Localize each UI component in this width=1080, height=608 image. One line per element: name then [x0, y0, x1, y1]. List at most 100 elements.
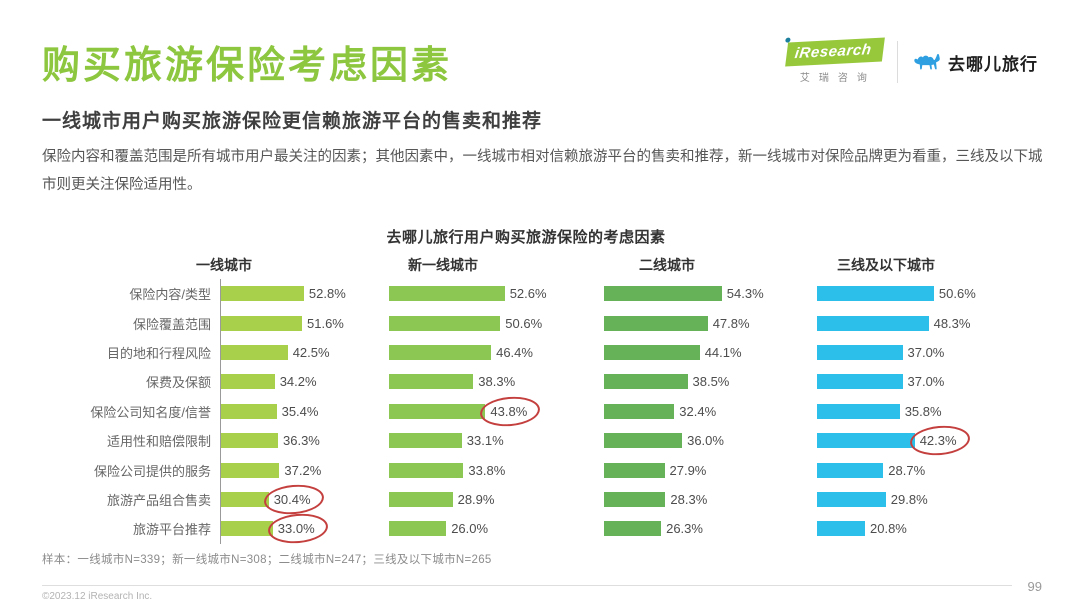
- value-label: 42.3%: [908, 423, 971, 458]
- chart-row: 旅游平台推荐 33.0% 26.0% 26.3% 20.8%: [42, 511, 1010, 546]
- bar-cell: 20.8%: [817, 514, 1010, 543]
- iresearch-logo: iResearch 艾瑞咨询: [784, 37, 885, 84]
- bar: [604, 403, 675, 419]
- bar: [389, 374, 474, 390]
- bar: [221, 403, 277, 419]
- bar-cell: 35.4%: [220, 396, 389, 426]
- chart-group-header: 新一线城市: [408, 257, 478, 273]
- value-label: 33.0%: [266, 511, 329, 546]
- bar-cell: 54.3%: [604, 279, 817, 308]
- bar-cell: 35.8%: [817, 397, 1010, 426]
- bar-cell: 37.0%: [817, 367, 1010, 396]
- bar-cell: 28.7%: [817, 455, 1010, 484]
- category-label: 保险内容/类型: [129, 287, 211, 303]
- value-label: 34.2%: [279, 374, 317, 390]
- bar-cell: 44.1%: [604, 338, 817, 367]
- bar-cell: 37.2%: [220, 455, 389, 485]
- bar: [389, 286, 505, 302]
- chart-group-header: 三线及以下城市: [837, 257, 935, 273]
- bar: [389, 344, 492, 360]
- bar-cell: 52.6%: [389, 279, 604, 308]
- bar-cell: 47.8%: [604, 308, 817, 337]
- bar: [221, 521, 273, 537]
- bar: [389, 433, 462, 449]
- bar: [604, 521, 662, 537]
- value-label: 32.4%: [679, 403, 717, 419]
- bar: [604, 491, 666, 507]
- bar-cell: 43.8%: [389, 394, 604, 429]
- highlight-circle-annotation: [908, 423, 971, 458]
- bar-cell: 32.4%: [604, 397, 817, 426]
- bar-cell: 29.8%: [817, 485, 1010, 514]
- category-label: 保险覆盖范围: [132, 316, 211, 332]
- value-label: 37.0%: [907, 374, 945, 390]
- value-label: 37.0%: [907, 344, 945, 360]
- copyright: ©2023.12 iResearch Inc.: [42, 591, 153, 602]
- value-label: 54.3%: [726, 286, 764, 302]
- iresearch-cn-label: 艾瑞咨询: [799, 73, 876, 84]
- footer-divider: [42, 585, 1012, 586]
- chart-row: 保费及保额 34.2% 38.3% 38.5% 37.0%: [42, 367, 1010, 397]
- bar: [389, 491, 453, 507]
- chart-group-header: 二线城市: [639, 257, 695, 273]
- bar-cell: 38.3%: [389, 367, 604, 396]
- bar: [817, 521, 865, 537]
- chart-rows: 保险内容/类型 52.8% 52.6% 54.3% 50.6% 保险覆盖范围 51.6% 50…: [42, 279, 1010, 546]
- bar-cell: 33.1%: [389, 426, 604, 455]
- bar: [604, 286, 722, 302]
- bar: [389, 315, 501, 331]
- highlight-circle-annotation: [262, 482, 325, 517]
- highlight-circle-annotation: [266, 511, 329, 546]
- bar: [604, 433, 683, 449]
- value-label: 26.3%: [666, 521, 703, 537]
- bar: [817, 315, 929, 331]
- bar-cell: 28.3%: [604, 485, 817, 514]
- value-label: 36.3%: [283, 433, 320, 449]
- category-label: 保险公司知名度/信誉: [90, 404, 211, 420]
- value-label: 42.5%: [292, 344, 330, 360]
- bar-cell: 42.3%: [817, 423, 1010, 458]
- value-label: 27.9%: [669, 462, 707, 478]
- value-label: 35.4%: [281, 403, 319, 419]
- sample-note: 样本：一线城市N=339；新一线城市N=308；二线城市N=247；三线及以下城…: [42, 554, 492, 566]
- category-label: 旅游平台推荐: [132, 522, 211, 538]
- value-label: 37.2%: [284, 462, 322, 478]
- bar: [604, 315, 708, 331]
- bar: [604, 462, 665, 478]
- bar-cell: 36.0%: [604, 426, 817, 455]
- value-label: 38.5%: [692, 374, 730, 390]
- value-label: 29.8%: [890, 491, 928, 507]
- page-subtitle: 一线城市用户购买旅游保险更信赖旅游平台的售卖和推荐: [42, 111, 543, 132]
- bar: [817, 374, 903, 390]
- bar: [604, 344, 700, 360]
- category-label: 保费及保额: [145, 375, 211, 391]
- chart-title: 去哪儿旅行用户购买旅游保险的考虑因素: [386, 229, 666, 246]
- value-label: 50.6%: [505, 315, 543, 331]
- page-header: 购买旅游保险考虑因素 一线城市用户购买旅游保险更信赖旅游平台的售卖和推荐 iRe…: [42, 34, 1038, 133]
- value-label: 43.8%: [479, 394, 542, 429]
- logo-divider: [897, 41, 898, 83]
- bar-cell: 38.5%: [604, 367, 817, 396]
- value-label: 52.6%: [509, 286, 547, 302]
- chart-row: 适用性和赔偿限制 36.3% 33.1% 36.0% 42.3%: [42, 423, 1010, 458]
- bar: [817, 403, 900, 419]
- bar-cell: 48.3%: [817, 308, 1010, 337]
- camel-icon: [914, 54, 940, 70]
- bar-cell: 33.8%: [389, 455, 604, 484]
- bar-cell: 42.5%: [220, 337, 389, 368]
- bar: [389, 403, 486, 419]
- chart-row: 保险内容/类型 52.8% 52.6% 54.3% 50.6%: [42, 279, 1010, 309]
- bar: [221, 462, 280, 478]
- bar-cell: 30.4%: [220, 482, 389, 517]
- value-label: 28.3%: [670, 491, 708, 507]
- summary-paragraph: 保险内容和覆盖范围是所有城市用户最关注的因素；其他因素中，一线城市相对信赖旅游平…: [42, 149, 1043, 193]
- value-label: 46.4%: [496, 344, 533, 360]
- value-label: 28.7%: [888, 462, 926, 478]
- page-footer: 样本：一线城市N=339；新一线城市N=308；二线城市N=247；三线及以下城…: [42, 551, 1042, 602]
- bar: [221, 491, 269, 507]
- qunar-logo: 去哪儿旅行: [912, 50, 1038, 75]
- bar: [817, 491, 886, 507]
- chart-group-header: 一线城市: [196, 257, 252, 273]
- category-label: 适用性和赔偿限制: [106, 434, 211, 450]
- iresearch-logo-dot-icon: [784, 37, 791, 43]
